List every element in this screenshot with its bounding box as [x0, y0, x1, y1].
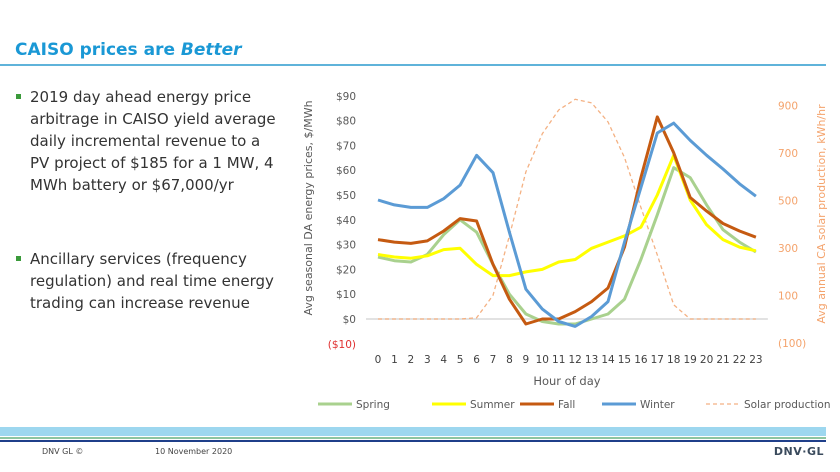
legend-label: Summer: [470, 399, 515, 411]
footer-band: [0, 427, 826, 436]
x-tick-label: 2: [408, 354, 415, 366]
bullet-icon: [16, 256, 21, 261]
x-tick-label: 14: [601, 354, 615, 366]
x-tick-label: 23: [749, 354, 762, 366]
y-tick-label: $90: [336, 91, 356, 103]
x-tick-label: 16: [634, 354, 648, 366]
bullet-item: Ancillary services (frequency regulation…: [16, 248, 277, 314]
x-tick-label: 12: [568, 354, 581, 366]
y-tick-label: $0: [343, 314, 356, 326]
x-tick-label: 20: [700, 354, 713, 366]
y2-tick-label: 300: [778, 243, 798, 255]
x-tick-label: 19: [683, 354, 696, 366]
footer-band: [0, 437, 826, 439]
x-tick-label: 15: [618, 354, 631, 366]
footer-copyright: DNV GL ©: [42, 447, 84, 456]
x-axis-title: Hour of day: [533, 374, 600, 388]
legend-label: Fall: [558, 399, 575, 411]
y-tick-label: ($10): [328, 339, 356, 351]
y2-tick-label: 900: [778, 100, 798, 112]
series-line-solar-production: [378, 98, 756, 320]
y-tick-label: $20: [336, 264, 356, 276]
y-tick-label: $40: [336, 215, 356, 227]
x-tick-label: 5: [457, 354, 464, 366]
x-tick-label: 21: [716, 354, 729, 366]
legend-label: Winter: [640, 399, 675, 411]
bullet-text: 2019 day ahead energy price arbitrage in…: [30, 88, 276, 194]
series-line-spring: [377, 166, 757, 326]
bullet-item: 2019 day ahead energy price arbitrage in…: [16, 86, 277, 196]
series-line-summer: [377, 153, 757, 278]
title-emphasis: Better: [180, 40, 242, 60]
y2-tick-label: (100): [778, 338, 806, 350]
x-tick-label: 3: [424, 354, 431, 366]
bullet-icon: [16, 94, 21, 99]
series-line-winter: [377, 121, 757, 328]
y-tick-label: $10: [336, 289, 356, 301]
x-tick-label: 4: [440, 354, 447, 366]
footer-band: [0, 440, 826, 442]
x-tick-label: 10: [536, 354, 549, 366]
x-tick-label: 11: [552, 354, 565, 366]
legend-label: Spring: [356, 399, 390, 411]
x-tick-label: 7: [490, 354, 497, 366]
legend-label: Solar production: [744, 399, 830, 411]
y-tick-label: $70: [336, 140, 356, 152]
x-tick-label: 18: [667, 354, 680, 366]
y-tick-label: $60: [336, 165, 356, 177]
x-tick-label: 1: [391, 354, 398, 366]
y-tick-label: $80: [336, 116, 356, 128]
x-tick-label: 17: [651, 354, 664, 366]
x-tick-label: 13: [585, 354, 598, 366]
y2-tick-label: 700: [778, 148, 798, 160]
y-tick-label: $30: [336, 240, 356, 252]
series-line-fall: [377, 115, 757, 326]
bullet-text: Ancillary services (frequency regulation…: [30, 250, 274, 312]
y2-tick-label: 100: [778, 290, 798, 302]
title-divider: [0, 64, 826, 66]
title-text: CAISO prices are: [15, 40, 181, 60]
y-axis-title: Avg seasonal DA energy prices, $/MWh: [302, 100, 315, 315]
y2-tick-label: 500: [778, 195, 798, 207]
x-tick-label: 0: [375, 354, 382, 366]
y2-axis-title: Avg annual CA solar production, kWh/hr: [815, 104, 828, 324]
slide-title: CAISO prices are Better: [15, 40, 242, 60]
x-tick-label: 8: [506, 354, 513, 366]
x-tick-label: 6: [473, 354, 480, 366]
dnv-gl-logo: DNV·GL: [773, 445, 824, 458]
x-tick-label: 9: [523, 354, 530, 366]
footer-date: 10 November 2020: [155, 447, 233, 456]
y-tick-label: $50: [336, 190, 356, 202]
x-tick-label: 22: [733, 354, 746, 366]
